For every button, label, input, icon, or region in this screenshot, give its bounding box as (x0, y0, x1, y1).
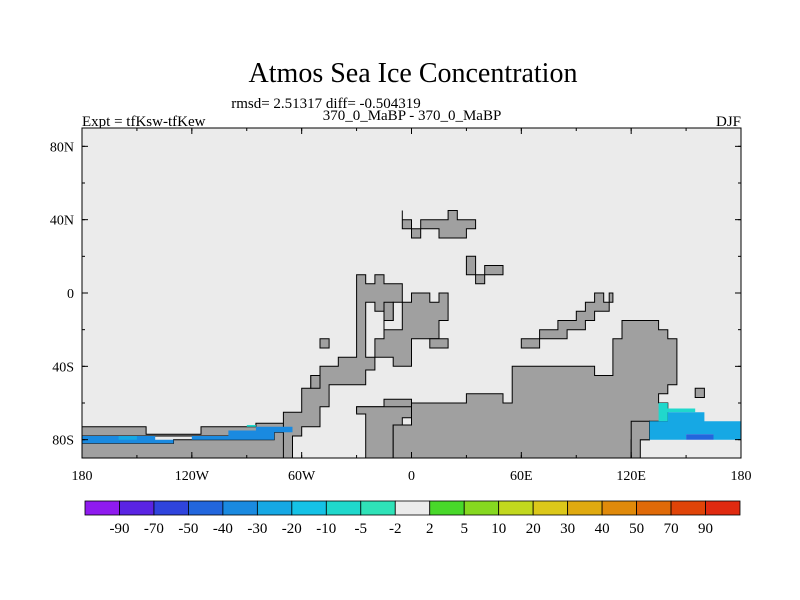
colorbar-swatch (222, 500, 258, 516)
x-axis: 180 120W 60W 0 60E 120E 180 (72, 128, 752, 484)
colorbar-label: 40 (595, 521, 610, 537)
colorbar-label: 10 (491, 521, 506, 537)
land-mass (429, 338, 449, 349)
chart-title: Atmos Sea Ice Concentration (249, 58, 578, 89)
colorbar-label: -70 (144, 521, 164, 537)
land-mass (694, 387, 705, 398)
sea-ice-anomaly-cell (658, 403, 696, 422)
sea-ice-anomaly-cell (246, 425, 256, 427)
colorbar-swatch (119, 500, 155, 516)
colorbar: -90 -70 -50 -40 -30 -20 -10 -5 -2 2 5 10 20 30 40 50 70 9… (84, 500, 741, 537)
land-mass (319, 338, 330, 349)
colorbar-swatch (360, 500, 396, 516)
colorbar-label: 20 (526, 521, 541, 537)
colorbar-label: -2 (389, 521, 402, 537)
y-tick-label: 40S (52, 360, 74, 375)
colorbar-swatch (567, 500, 603, 516)
experiment-label: Expt = tfKsw-tfKew (82, 114, 206, 130)
colorbar-label: 90 (698, 521, 713, 537)
land-mass (520, 292, 614, 349)
colorbar-swatch (705, 500, 741, 516)
x-tick-label: 60E (510, 469, 533, 484)
colorbar-swatch (325, 500, 362, 516)
colorbar-label: 2 (426, 521, 434, 537)
y-tick-label: 0 (67, 287, 74, 302)
y-axis: 80N 40N 0 40S 80S (50, 140, 741, 449)
colorbar-label: 70 (664, 521, 679, 537)
comparison-label: 370_0_MaBP - 370_0_MaBP (323, 108, 502, 124)
colorbar-swatch (188, 500, 224, 516)
colorbar-swatch (291, 500, 327, 516)
colorbar-label: 5 (460, 521, 468, 537)
colorbar-swatch (601, 500, 637, 516)
colorbar-label: -20 (282, 521, 302, 537)
x-tick-label: 180 (72, 469, 93, 484)
colorbar-swatch (636, 500, 672, 516)
land-mass (383, 301, 394, 321)
colorbar-label: -50 (178, 521, 198, 537)
land-mass (401, 210, 477, 239)
y-tick-label: 80N (50, 140, 74, 155)
colorbar-swatch (463, 500, 500, 516)
colorbar-label: 50 (629, 521, 644, 537)
colorbar-label: -5 (355, 521, 368, 537)
map-panel: 180 120W 60W 0 60E 120E 180 80N 40N 0 40S 80S (50, 127, 752, 484)
colorbar-label: 30 (560, 521, 575, 537)
colorbar-swatch (153, 500, 189, 516)
x-tick-label: 120W (175, 469, 210, 484)
season-label: DJF (716, 114, 741, 130)
x-tick-label: 180 (731, 469, 752, 484)
colorbar-swatch (429, 500, 465, 516)
colorbar-swatch (394, 500, 431, 516)
x-tick-label: 120E (616, 469, 646, 484)
colorbar-label: -30 (247, 521, 267, 537)
sea-ice-anomaly-cell (82, 436, 137, 440)
anomaly-layer (82, 403, 741, 444)
colorbar-swatch (256, 500, 293, 516)
land-mass (282, 274, 449, 459)
sea-ice-anomaly-cell (649, 412, 741, 440)
land-mass (465, 255, 504, 285)
colorbar-label: -10 (316, 521, 336, 537)
sea-ice-anomaly-cell (686, 434, 714, 440)
stats-label: rmsd= 2.51317 diff= -0.504319 (231, 96, 421, 112)
colorbar-label: -90 (110, 521, 130, 537)
x-tick-label: 60W (288, 469, 316, 484)
land-mass (310, 375, 321, 389)
colorbar-swatch (532, 500, 569, 516)
y-tick-label: 80S (52, 434, 74, 449)
colorbar-swatch (84, 500, 120, 516)
colorbar-label: -40 (213, 521, 233, 537)
colorbar-swatch (670, 500, 706, 516)
y-tick-label: 40N (50, 214, 74, 229)
colorbar-swatch (498, 500, 534, 516)
x-tick-label: 0 (408, 469, 415, 484)
